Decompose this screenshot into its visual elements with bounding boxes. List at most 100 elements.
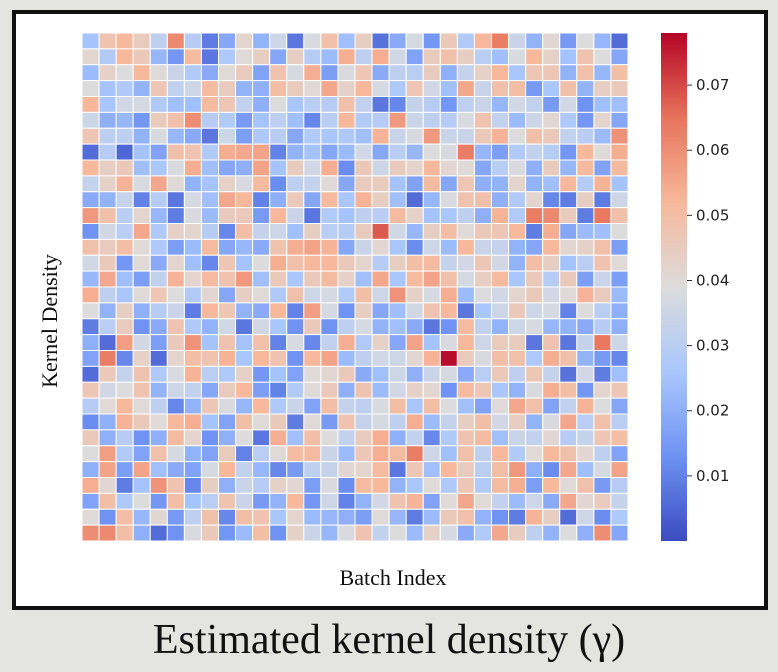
heatmap-cell (132, 350, 151, 367)
heatmap-cell (422, 32, 441, 50)
heatmap-cell (183, 175, 202, 193)
heatmap-cell (491, 286, 510, 304)
heatmap-cell (491, 524, 510, 542)
heatmap-cell (303, 175, 322, 193)
heatmap-cell (252, 350, 271, 367)
heatmap-cell (456, 238, 475, 256)
heatmap-cell (559, 350, 578, 367)
heatmap-cell (200, 207, 220, 225)
heatmap-cell (200, 143, 220, 161)
heatmap-cell (337, 175, 356, 193)
heatmap-cell (320, 48, 339, 66)
heatmap-cell (183, 477, 202, 494)
heatmap-cell (200, 381, 220, 399)
heatmap-cell (439, 524, 458, 542)
heatmap-cell (473, 254, 493, 272)
heatmap-cell (405, 286, 424, 304)
heatmap-cell (422, 286, 441, 304)
heatmap-cell (269, 191, 288, 209)
heatmap-cell (388, 413, 407, 431)
heatmap-cell (422, 508, 441, 526)
heatmap-cell (508, 381, 527, 399)
heatmap-cell (200, 524, 220, 542)
heatmap-cell (439, 461, 458, 479)
heatmap-cell (525, 286, 544, 304)
heatmap-cell (559, 318, 578, 336)
heatmap-cell (559, 175, 578, 193)
heatmap-cell (405, 127, 424, 145)
heatmap-cell (337, 334, 356, 352)
heatmap-cell (286, 111, 305, 129)
heatmap-cell (286, 223, 305, 240)
heatmap-cell (320, 32, 339, 50)
heatmap-cell (183, 254, 202, 272)
heatmap-cell (576, 191, 595, 209)
heatmap-cell (388, 492, 407, 510)
heatmap-cell (235, 207, 254, 225)
heatmap-cell (388, 365, 407, 383)
heatmap-cell (269, 334, 288, 352)
heatmap-cell (269, 397, 288, 415)
heatmap-cell (388, 64, 407, 82)
heatmap-cell (542, 365, 561, 383)
heatmap-cell (320, 96, 339, 113)
heatmap-cell (473, 191, 493, 209)
heatmap-cell (98, 143, 117, 161)
heatmap-cell (422, 143, 441, 161)
heatmap-cell (576, 127, 595, 145)
heatmap-cell (593, 96, 612, 113)
heatmap-cell (132, 334, 151, 352)
heatmap-cell (286, 413, 305, 431)
heatmap-cell (610, 508, 629, 526)
heatmap-cell (456, 48, 475, 66)
heatmap-cell (183, 48, 202, 66)
heatmap-cell (320, 175, 339, 193)
heatmap-cell (200, 445, 220, 463)
heatmap-cell (405, 318, 424, 336)
heatmap-cell (166, 127, 185, 145)
heatmap-cell (593, 286, 612, 304)
heatmap-cell (337, 302, 356, 320)
heatmap-cell (115, 80, 134, 98)
heatmap-cell (81, 334, 100, 352)
heatmap-cell (81, 111, 100, 129)
heatmap-cell (286, 159, 305, 177)
heatmap-cell (81, 159, 100, 177)
heatmap-cell (388, 223, 407, 240)
heatmap-cell (200, 80, 220, 98)
heatmap-cell (166, 175, 185, 193)
heatmap-cell (320, 80, 339, 98)
heatmap-cell (439, 286, 458, 304)
heatmap-cell (337, 80, 356, 98)
heatmap-cell (81, 302, 100, 320)
heatmap-cell (559, 207, 578, 225)
heatmap-cell (491, 270, 510, 288)
heatmap-cell (269, 318, 288, 336)
heatmap-cell (371, 429, 390, 447)
heatmap-cell (269, 96, 288, 113)
heatmap-cell (200, 175, 220, 193)
heatmap-cell (98, 334, 117, 352)
heatmap-cell (149, 270, 168, 288)
heatmap-cell (508, 477, 527, 494)
heatmap-cell (98, 32, 117, 50)
heatmap-cell (98, 64, 117, 82)
heatmap-cell (371, 80, 390, 98)
heatmap-cell (456, 191, 475, 209)
heatmap-cell (269, 223, 288, 240)
heatmap-cell (183, 143, 202, 161)
heatmap-cell (166, 143, 185, 161)
heatmap-cell (286, 461, 305, 479)
heatmap-cell (303, 508, 322, 526)
heatmap-cell (388, 350, 407, 367)
heatmap-cell (320, 302, 339, 320)
heatmap-cell (81, 80, 100, 98)
heatmap-cell (576, 80, 595, 98)
heatmap-cell (473, 397, 493, 415)
heatmap-cell (439, 270, 458, 288)
heatmap-cell (98, 365, 117, 383)
heatmap-cell (542, 175, 561, 193)
heatmap-cell (320, 492, 339, 510)
heatmap-cell (149, 96, 168, 113)
heatmap-cell (405, 64, 424, 82)
